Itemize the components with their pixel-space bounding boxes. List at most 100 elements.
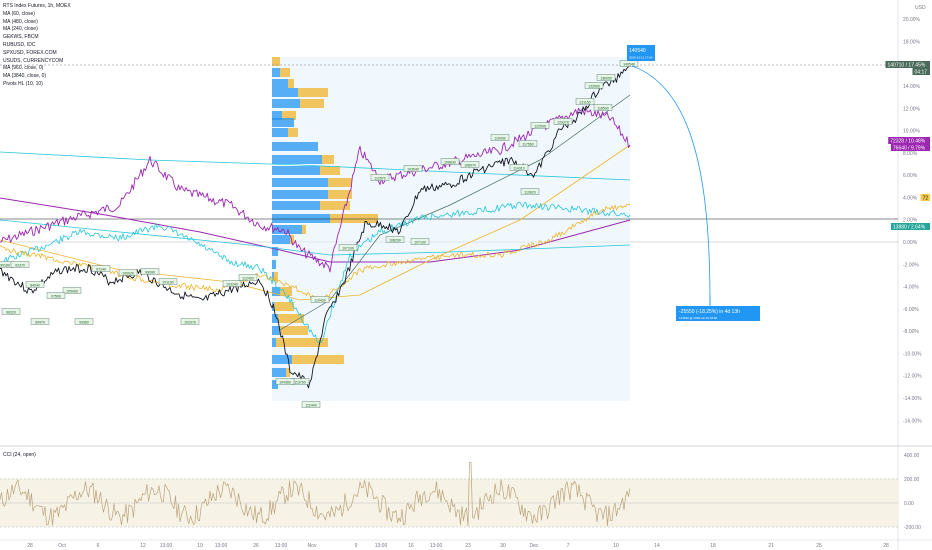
pivot-label: 100920 [122,272,134,276]
volume-profile-up [272,380,278,389]
pivot-label-box [338,244,358,251]
volume-profile-up [272,287,280,296]
pivot-label: 96320 [6,311,16,315]
price-axis-label: 6.00% [903,173,918,179]
time-axis-label: 21 [768,543,774,549]
pivot-label-box [222,280,242,287]
volume-profile-up [272,118,294,127]
pivot-label-box [238,274,258,281]
oscillator-axis-label: 0.00 [904,501,914,507]
pivot-label: 105960 [66,290,78,294]
measure-target-value: -25550 (-18.25%) in 4d 13h [679,309,740,315]
time-axis-label: 13:00 [375,543,388,549]
oscillator-legend[interactable]: CCI (24, open) [3,452,36,458]
pivot-label: 108970 [464,164,476,168]
pivot-label-box [385,236,405,243]
legend-title[interactable]: RTS Index Futures, 1h, MOEX [3,3,71,9]
legend-item[interactable]: MA (60, close) [3,10,35,17]
legend-item[interactable]: GEKWS, FBCM [3,34,39,41]
volume-profile-down [276,338,328,347]
volume-profile-up [272,166,320,175]
time-axis-label: Nov [308,543,317,549]
pivot-label-box [593,104,613,111]
pivot-label: 101190 [162,281,173,285]
pivot-label: 102970 [184,321,196,325]
time-axis-label: 9 [355,543,358,549]
price-axis-unit: USD [915,5,926,11]
pivot-label: 118590 [597,107,608,111]
projection-curve [631,65,711,306]
volume-profile-up [272,326,280,335]
pivot-label-box [25,281,45,288]
last-value-text: 72 [923,196,929,202]
pivot-label: 117560 [522,143,533,147]
price-axis-label: -4.00% [903,285,919,291]
time-axis-label: 13:00 [160,543,173,549]
price-axis-label: 18.00% [903,39,921,45]
legend-item[interactable]: USUDS, CURRENCYCOM [3,57,64,64]
pivot-label: 97140 [96,268,106,272]
time-axis-label: 7 [567,543,570,549]
volume-profile-down [292,355,344,364]
price-axis-label: 20.00% [903,17,921,23]
price-axis-label: 2.00% [903,218,918,224]
pivot-label-box [553,118,573,125]
legend-item[interactable]: MA (3840, close, 0) [3,73,47,80]
legend-item[interactable]: SPXUSD, FOREX.COM [3,49,57,56]
volume-profile-up [272,214,330,223]
pivot-label-box [410,238,430,245]
pivot-label: 140540 [623,63,635,67]
volume-profile-up [272,142,318,151]
volume-profile-up [272,88,298,97]
legend-item[interactable]: MA (240, close) [3,26,38,33]
legend-item[interactable]: MA (480, close) [3,18,38,25]
pivot-label-box [118,269,138,276]
pivot-label-box [509,164,529,171]
pivot-label: 84040 [30,284,40,288]
volume-profile-up [272,260,276,269]
ma-line [279,94,631,331]
pivot-label-box [403,165,423,172]
ma-line [0,219,631,256]
volume-profile-up [272,128,288,137]
volume-profile-up [272,355,292,364]
price-axis-label: 4.00% [903,195,918,201]
pivot-label: 112440 [305,404,316,408]
pivot-label: 122590 [534,125,546,129]
volume-profile-down [320,201,350,210]
legend-item[interactable]: MA (960, close, 0) [3,65,44,72]
last-value-badge [912,68,930,75]
pivot-label-box [74,318,94,325]
time-axis-label: 19 [197,543,203,549]
volume-profile-up [272,178,328,187]
pivot-label-box [596,74,616,81]
volume-profile-up [272,111,282,120]
last-value-badge [890,144,930,151]
time-axis-label: 13:00 [275,543,288,549]
pivot-label: 112430 [242,277,253,281]
time-axis-label: 18 [710,543,716,549]
pivot-label-box [30,318,50,325]
pivot-label-box [575,98,595,105]
volume-profile-down [298,88,328,97]
pivot-label: 110930 [494,137,505,141]
range-highlight [272,57,630,401]
legend-item[interactable]: RUBUSD, IDC [3,41,36,48]
volume-profile-up [272,99,300,108]
time-axis-label: 13:00 [215,543,228,549]
oscillator-axis-label: 200.00 [904,477,920,483]
pivot-label-box [1,308,21,315]
measure-top-box [627,45,655,61]
volume-profile-down [286,368,290,377]
volume-profile-down [320,166,340,175]
time-axis-label: 16 [408,543,414,549]
pivot-label-box [530,122,550,129]
legend-item[interactable]: Pivots HL (10, 10) [3,80,43,87]
last-value-text: 04:17 [915,70,928,76]
pivot-label: 107190 [414,241,426,245]
last-value-text: 13880 / 2.64% [893,225,926,231]
price-axis-label: 12.00% [903,106,921,112]
pivot-label: 131150 [579,101,590,105]
volume-profile-up [272,235,290,244]
